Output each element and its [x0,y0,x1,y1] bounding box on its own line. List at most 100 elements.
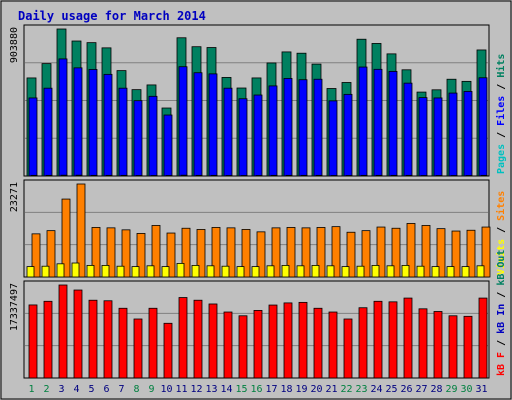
bar-sites [166,232,176,278]
bar-kb-f [208,303,218,379]
bar-sites [286,227,296,278]
bar-pages [390,174,398,177]
bar-visits [236,266,245,278]
bar-files [58,58,68,177]
bar-files [28,97,38,177]
legend-separator: / [496,334,507,352]
legend-entry: kB In [496,304,507,334]
x-tick-label: 1 [28,384,34,395]
bar-files [178,66,188,177]
legend-entry: Sites [495,191,507,221]
legend-separator: / [496,286,507,304]
x-tick-label: 4 [73,384,79,395]
x-tick-label: 8 [133,384,139,395]
bar-sites [91,227,101,278]
bar-kb-f [433,311,443,379]
bar-files [268,85,278,177]
bar-kb-f [418,308,428,379]
x-tick-label: 29 [445,384,457,395]
panel-hits: 903880 Pages / Files / Hits [9,24,507,177]
bar-pages [375,174,383,177]
bar-files [313,78,323,177]
bar-visits [41,265,50,278]
bar-kb-f [28,304,38,379]
bar-sites [391,227,401,278]
bar-files [388,71,398,177]
bar-sites [346,231,356,278]
bar-files [328,100,338,177]
bar-visits [311,265,320,278]
bar-visits [371,265,380,278]
bar-files [298,79,308,177]
bar-visits [191,265,200,278]
bar-kb-f [163,322,173,379]
bar-pages [195,174,203,177]
x-tick-label: 16 [250,384,262,395]
bar-kb-f [448,315,458,379]
bar-files [418,97,428,177]
x-tick-label: 10 [160,384,172,395]
x-tick-label: 6 [103,384,109,395]
x-tick-label: 5 [88,384,94,395]
x-tick-label: 26 [400,384,412,395]
x-tick-label: 18 [280,384,292,395]
x-tick-label: 27 [415,384,427,395]
bar-files [73,67,83,177]
bar-visits [296,265,305,278]
x-tick-label: 21 [325,384,337,395]
chart-title: Daily usage for March 2014 [18,9,206,23]
bar-visits [116,265,125,278]
ymax-label-kbytes: 17337497 [9,283,20,331]
x-tick-label: 19 [295,384,307,395]
bar-files [208,73,218,177]
bar-sites [226,227,236,278]
x-tick-label: 9 [148,384,154,395]
ymax-label-sites: 23271 [9,182,20,212]
bar-files [358,66,368,177]
bar-sites [181,227,191,278]
bar-visits [266,265,275,278]
legend-separator: / [496,78,507,96]
bar-visits [56,263,65,278]
bar-kb-f [118,307,128,379]
legend-separator: / [496,221,507,239]
bar-visits [146,265,155,278]
bar-kb-f [193,299,203,379]
bar-kb-f [223,311,233,379]
bar-pages [315,174,323,177]
bar-kb-f [388,301,398,379]
bar-pages [30,174,38,177]
bar-files [343,93,353,177]
bar-visits [176,263,185,278]
bar-visits [26,266,35,278]
bar-kb-f [268,304,278,379]
bar-pages [300,174,308,177]
bar-files [223,87,233,177]
bar-sites [451,230,461,278]
bar-kb-f [313,307,323,379]
bar-pages [120,174,128,177]
bar-pages [90,174,98,177]
x-tick-label: 3 [58,384,64,395]
bar-visits [281,265,290,278]
bar-pages [180,174,188,177]
legend-sites: Visits / Sites [495,191,507,275]
bar-sites [376,226,386,278]
x-tick-label: 22 [340,384,352,395]
bar-files [463,91,473,177]
bar-files [43,87,53,177]
bar-pages [105,174,113,177]
bar-visits [401,265,410,278]
bar-files [238,98,248,177]
legend-kbytes: kB F / kB In / kB Out [496,250,507,376]
bar-pages [60,174,68,177]
bar-visits [221,265,230,278]
x-tick-label: 17 [265,384,277,395]
bar-visits [476,265,485,278]
bar-sites [406,223,416,278]
bar-kb-f [148,307,158,379]
x-tick-label: 30 [460,384,472,395]
bar-files [448,92,458,177]
